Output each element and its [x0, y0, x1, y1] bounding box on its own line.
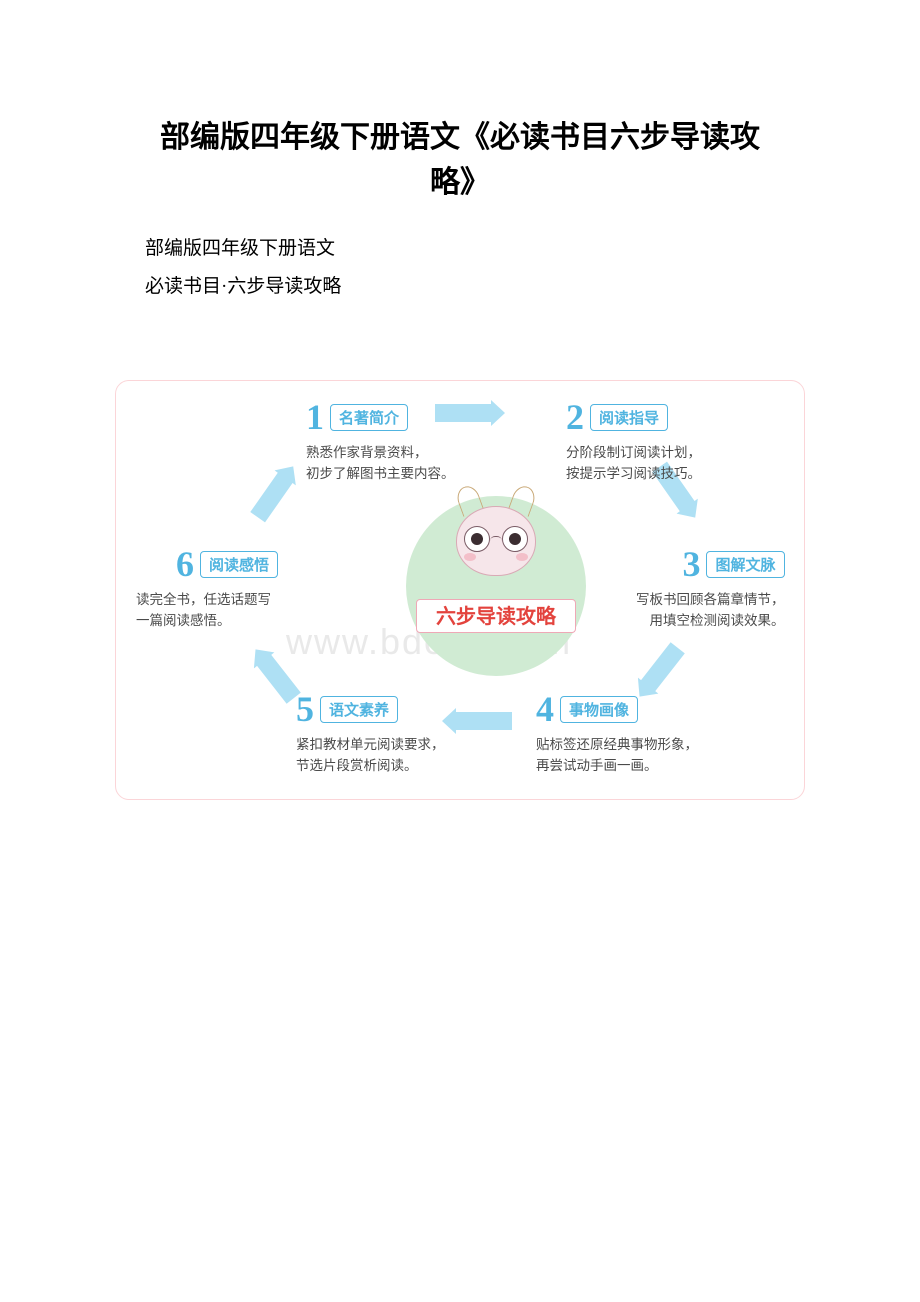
subtitle-block: 部编版四年级下册语文 必读书目·六步导读攻略: [145, 230, 920, 306]
step-4: 4 事物画像 贴标签还原经典事物形象， 再尝试动手画一画。: [536, 691, 698, 777]
arrow-4-to-5: [438, 708, 514, 734]
step-2-label: 阅读指导: [590, 404, 668, 431]
step-2-desc: 分阶段制订阅读计划， 按提示学习阅读技巧。: [566, 443, 701, 485]
step-3-label: 图解文脉: [706, 551, 784, 578]
page-title: 部编版四年级下册语文《必读书目六步导读攻 略》: [0, 0, 920, 205]
step-1-number: 1: [306, 399, 324, 435]
title-line-1: 部编版四年级下册语文《必读书目六步导读攻: [160, 121, 760, 154]
step-5-number: 5: [296, 691, 314, 727]
step-2: 2 阅读指导 分阶段制订阅读计划， 按提示学习阅读技巧。: [566, 399, 701, 485]
center-label: 六步导读攻略: [416, 599, 576, 633]
subtitle-line-2: 必读书目·六步导读攻略: [145, 268, 920, 306]
step-6-label: 阅读感悟: [200, 551, 278, 578]
subtitle-line-1: 部编版四年级下册语文: [145, 230, 920, 268]
step-3-number: 3: [682, 546, 700, 582]
step-4-label: 事物画像: [560, 696, 638, 723]
mascot-icon: [446, 481, 546, 581]
title-line-2: 略》: [430, 166, 490, 199]
step-2-number: 2: [566, 399, 584, 435]
step-5-label: 语文素养: [320, 696, 398, 723]
step-4-number: 4: [536, 691, 554, 727]
step-3: 3 图解文脉 写板书回顾各篇章情节， 用填空检测阅读效果。: [636, 546, 785, 632]
step-6-number: 6: [176, 546, 194, 582]
step-4-desc: 贴标签还原经典事物形象， 再尝试动手画一画。: [536, 735, 698, 777]
step-3-desc: 写板书回顾各篇章情节， 用填空检测阅读效果。: [636, 590, 785, 632]
step-1-desc: 熟悉作家背景资料， 初步了解图书主要内容。: [306, 443, 455, 485]
step-5: 5 语文素养 紧扣教材单元阅读要求， 节选片段赏析阅读。: [296, 691, 445, 777]
arrow-6-to-1: [246, 456, 306, 527]
diagram-frame: www.bdocx.com 六步导读攻略 1 名著简介 熟悉作家背景资料， 初步…: [115, 380, 805, 800]
step-5-desc: 紧扣教材单元阅读要求， 节选片段赏析阅读。: [296, 735, 445, 777]
step-1: 1 名著简介 熟悉作家背景资料， 初步了解图书主要内容。: [306, 399, 455, 485]
step-6-desc: 读完全书，任选话题写 一篇阅读感悟。: [136, 590, 278, 632]
step-1-label: 名著简介: [330, 404, 408, 431]
step-6: 6 阅读感悟 读完全书，任选话题写 一篇阅读感悟。: [136, 546, 278, 632]
